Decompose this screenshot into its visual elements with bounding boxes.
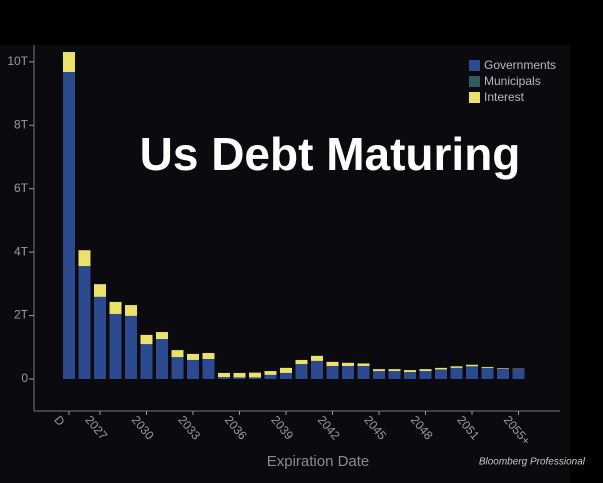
- bar-segment: [63, 72, 75, 379]
- bar-segment: [125, 305, 137, 316]
- bar-segment: [311, 360, 323, 379]
- y-tick-label: 10T: [7, 54, 28, 68]
- bar-segment: [140, 344, 153, 379]
- bar-segment: [342, 362, 354, 366]
- bar-segment: [357, 365, 370, 379]
- bar-segment: [249, 377, 261, 379]
- bar-segment: [419, 371, 432, 379]
- bar-segment: [63, 52, 75, 73]
- bar-segment: [202, 359, 215, 379]
- bar-segment: [466, 366, 478, 379]
- bar-segment: [78, 266, 91, 379]
- bar-segment: [109, 313, 122, 379]
- bar-segment: [233, 372, 246, 378]
- bar-segment: [249, 372, 261, 378]
- bar-segment: [481, 367, 494, 379]
- y-tick-label: 2T: [14, 308, 29, 322]
- y-tick-label: 0: [21, 371, 28, 385]
- bar-segment: [109, 301, 122, 314]
- bar-segment: [481, 366, 494, 368]
- bar-segment: [156, 332, 168, 340]
- bar-segment: [388, 369, 401, 372]
- bar-segment: [311, 355, 323, 361]
- bar-segment: [295, 359, 308, 365]
- bar-segment: [404, 372, 416, 379]
- y-tick-label: 6T: [14, 181, 29, 195]
- bar-segment: [326, 365, 339, 379]
- legend-swatch: [469, 76, 480, 87]
- bar-segment: [218, 377, 230, 379]
- bar-segment: [497, 368, 509, 369]
- legend-label: Interest: [484, 90, 525, 104]
- bar-segment: [264, 371, 277, 375]
- chart-title: Us Debt Maturing: [140, 128, 521, 180]
- bar-segment: [512, 368, 525, 379]
- bar-segment: [357, 363, 370, 366]
- y-tick-label: 4T: [14, 244, 29, 258]
- bar-segment: [404, 370, 416, 373]
- bar-segment: [326, 361, 339, 366]
- bar-segment: [218, 372, 230, 378]
- bar-segment: [497, 368, 509, 379]
- bar-segment: [187, 353, 199, 360]
- legend-swatch: [469, 60, 480, 71]
- source: Bloomberg Professional: [479, 457, 586, 468]
- bar-segment: [280, 372, 292, 379]
- bar-segment: [78, 250, 91, 267]
- legend-swatch: [469, 92, 480, 103]
- bar-segment: [171, 357, 184, 379]
- bar-segment: [140, 334, 153, 345]
- bar-segment: [450, 367, 463, 379]
- bar-segment: [156, 339, 168, 379]
- bar-segment: [419, 369, 432, 372]
- bar-segment: [233, 377, 246, 379]
- plot-background: [0, 45, 570, 483]
- bar-segment: [125, 315, 137, 379]
- bar-segment: [466, 364, 478, 367]
- bar-segment: [94, 296, 106, 379]
- bar-segment: [450, 366, 463, 368]
- bar-segment: [94, 284, 106, 297]
- y-tick-label: 8T: [14, 117, 29, 131]
- bar-segment: [342, 365, 354, 379]
- legend-label: Governments: [484, 58, 556, 72]
- bar-segment: [295, 364, 308, 379]
- legend-label: Municipals: [484, 74, 541, 88]
- bar-segment: [435, 369, 447, 379]
- bar-segment: [435, 367, 447, 370]
- bar-segment: [171, 350, 184, 358]
- bar-segment: [187, 359, 199, 379]
- bar-segment: [388, 371, 401, 379]
- bar-segment: [280, 367, 292, 373]
- bar-segment: [202, 352, 215, 360]
- bar-segment: [264, 374, 277, 379]
- bar-segment: [373, 369, 385, 372]
- bar-segment: [373, 371, 385, 379]
- x-axis-label: Expiration Date: [267, 453, 370, 470]
